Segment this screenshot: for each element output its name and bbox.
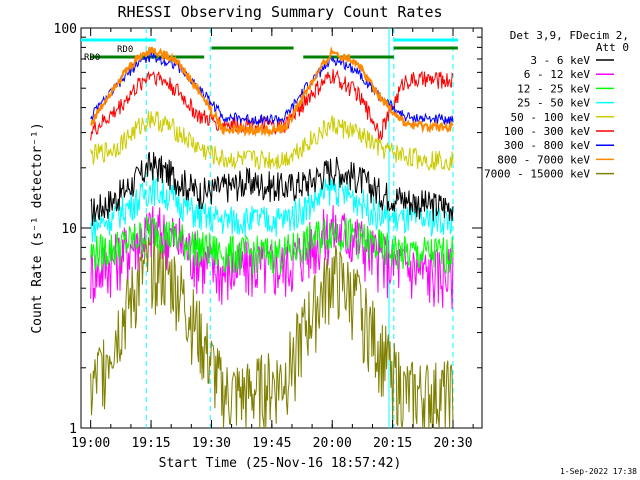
legend-label: 100 - 300 keV [504,125,590,138]
legend-title-line-1: Det 3,9, FDecim 2, [510,29,629,42]
legend-label: 800 - 7000 keV [497,153,590,166]
x-tick-label: 19:30 [192,436,231,451]
x-tick-label: 19:15 [131,436,170,451]
x-tick-label: 19:00 [71,436,110,451]
x-tick-label: 19:45 [252,436,291,451]
y-tick-label: 1 [69,422,77,437]
series-group [90,46,454,429]
x-axis-label: Start Time (25-Nov-16 18:57:42) [159,456,402,471]
chart-title: RHESSI Observing Summary Count Rates [117,3,442,21]
legend-label: 300 - 800 keV [504,139,590,152]
y-tick-label: 100 [54,22,77,37]
series-line [90,175,454,243]
legend-label: 12 - 25 keV [517,82,590,95]
series-line [90,152,454,226]
y-tick-label: 10 [61,222,77,237]
y-axis-label: Count Rate (s⁻¹ detector⁻¹) [30,122,45,333]
legend-label: 7000 - 15000 keV [484,168,590,181]
x-tick-label: 20:15 [373,436,412,451]
x-tick-label: 20:00 [313,436,352,451]
legend-label: 6 - 12 keV [524,68,591,81]
legend-title-line-2: Att 0 [596,41,629,54]
annotation-rd0-upper: RD0 [117,45,133,55]
x-axis-ticks: 19:00 19:15 19:30 19:45 20:00 20:15 20:30 [71,28,474,451]
series-line [90,52,454,126]
legend-label: 3 - 6 keV [530,54,590,67]
legend-label: 25 - 50 keV [517,97,590,110]
footer-timestamp: 1-Sep-2022 17:38 [560,467,637,476]
annotation-rd0-lower: RD0 [84,53,100,63]
series-line [90,215,454,275]
series-line [90,46,454,138]
y-axis-ticks: 1 10 100 [54,22,482,437]
legend-label: 50 - 100 keV [511,111,591,124]
series-line [90,110,454,172]
x-tick-label: 20:30 [433,436,472,451]
